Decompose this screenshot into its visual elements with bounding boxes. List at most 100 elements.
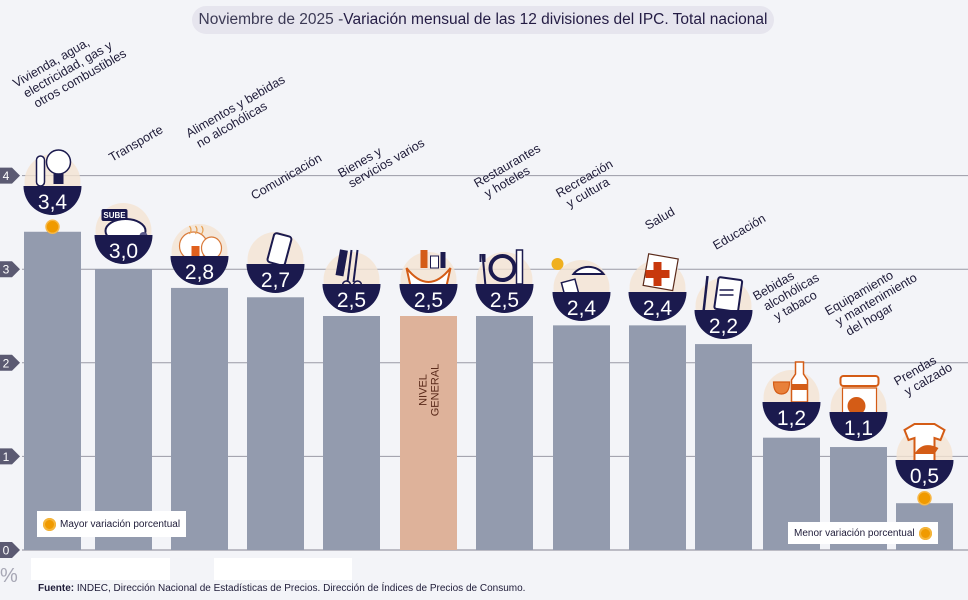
blank-area xyxy=(214,558,352,580)
chart-title-main: Variación mensual de las 12 divisiones d… xyxy=(343,11,768,28)
value-badge xyxy=(552,292,611,321)
general-bar-label-line: NIVEL xyxy=(418,374,430,406)
legend-min: Menor variación porcentual xyxy=(788,522,938,544)
category-marker: SUBE 3,0 Transporte xyxy=(94,122,166,264)
category-marker: 2,4 Salud xyxy=(628,204,687,321)
legend-max-dot-icon xyxy=(43,517,56,531)
y-tick-shape xyxy=(0,354,20,371)
category-marker: 2,5 xyxy=(399,250,458,313)
category-label-line: Educación xyxy=(711,211,769,252)
category-label-line: Comunicación xyxy=(249,151,325,203)
bar xyxy=(629,325,686,550)
y-tick-marker: 3 xyxy=(0,261,20,278)
bar-general xyxy=(400,316,457,550)
value-badge xyxy=(170,256,229,285)
y-tick-marker: 0 xyxy=(0,542,20,558)
category-label: Transporte xyxy=(107,122,166,164)
source-note: Fuente: INDEC, Dirección Nacional de Est… xyxy=(38,583,525,594)
value-badge xyxy=(829,412,888,441)
source-text: INDEC, Dirección Nacional de Estadística… xyxy=(74,583,526,594)
legend-min-label: Menor variación porcentual xyxy=(794,527,915,539)
bar xyxy=(171,287,228,550)
value-label: 0,5 xyxy=(910,465,939,488)
general-bar-label-line: GENERAL xyxy=(430,364,442,417)
value-badge xyxy=(762,402,821,431)
value-label: 2,7 xyxy=(261,269,290,292)
bar xyxy=(95,269,152,550)
wine-bottle-glass-icon xyxy=(772,361,809,403)
value-label: 1,1 xyxy=(844,417,873,440)
source-label: Fuente: xyxy=(38,583,75,594)
y-tick-label: 3 xyxy=(3,263,10,277)
chart-title-period: Noviembre de 2025 - xyxy=(198,11,344,28)
y-tick-marker: 2 xyxy=(0,354,20,371)
category-label: Vivienda, agua,electricidad, gas yotros … xyxy=(11,35,129,110)
washing-machine-ac-icon xyxy=(839,375,880,415)
category-label: Educación xyxy=(711,211,769,252)
general-bar-label: NIVEL GENERAL xyxy=(418,364,442,417)
legend-max-label: Mayor variación porcentual xyxy=(60,518,181,530)
value-label: 2,5 xyxy=(337,289,366,312)
bar xyxy=(323,316,380,550)
category-marker: 3,4 Vivienda, agua,electricidad, gas yotr… xyxy=(11,35,129,215)
notebook-pencil-icon xyxy=(702,275,744,313)
value-label: 3,0 xyxy=(109,240,138,263)
y-tick-label: 1 xyxy=(3,450,10,464)
category-label-line: Transporte xyxy=(107,122,166,164)
value-badge xyxy=(895,460,954,489)
category-label: Comunicación xyxy=(249,151,325,203)
svg-text:SUBE: SUBE xyxy=(103,211,126,220)
value-label: 2,4 xyxy=(567,297,597,320)
y-tick-shape xyxy=(0,448,20,465)
category-marker: 2,7 Comunicación xyxy=(246,151,325,293)
y-tick-shape xyxy=(0,167,20,184)
value-badge xyxy=(246,264,305,293)
value-label: 1,2 xyxy=(777,407,806,430)
plate-cutlery-icon xyxy=(479,249,524,287)
value-badge xyxy=(399,284,458,313)
shopping-bag-icon xyxy=(405,250,452,287)
blank-area xyxy=(31,558,170,580)
min-marker-dot xyxy=(917,490,932,506)
category-marker: 2,2 Educación xyxy=(694,211,769,339)
bar xyxy=(247,297,304,550)
y-tick-label: 0 xyxy=(3,544,10,558)
category-label-line: Salud xyxy=(643,204,678,232)
bar xyxy=(476,316,533,550)
value-label: 2,5 xyxy=(490,289,519,312)
smartphone-icon xyxy=(266,232,293,267)
chart-title: Noviembre de 2025 - Variación mensual de… xyxy=(192,6,774,34)
y-axis-unit: % xyxy=(0,565,18,587)
y-tick-shape xyxy=(0,261,20,278)
y-tick-label: 2 xyxy=(3,356,10,370)
value-label: 2,5 xyxy=(414,289,443,312)
y-tick-marker: 4 xyxy=(0,167,20,184)
value-label: 2,4 xyxy=(643,297,673,320)
shirt-shoe-icon xyxy=(903,423,946,463)
bar xyxy=(553,325,610,550)
value-badge xyxy=(694,310,753,339)
y-tick-shape xyxy=(0,542,20,558)
value-badge xyxy=(322,284,381,313)
category-label: Salud xyxy=(643,204,678,232)
key-and-lightbulb-icon xyxy=(35,149,72,187)
value-badge xyxy=(23,186,82,215)
value-label: 3,4 xyxy=(38,191,68,214)
legend-max: Mayor variación porcentual xyxy=(37,511,187,537)
value-label: 2,2 xyxy=(709,315,738,338)
bar xyxy=(695,344,752,550)
max-marker-dot xyxy=(45,219,60,235)
value-badge xyxy=(475,284,534,313)
